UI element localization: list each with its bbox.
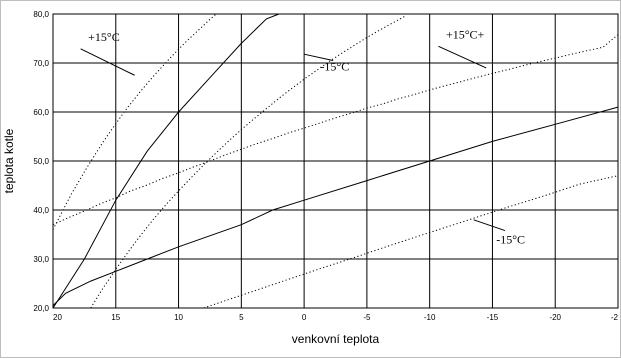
annotation-leader — [438, 45, 487, 69]
x-tick-label: 5 — [239, 313, 244, 322]
series-line-3 — [52, 34, 619, 226]
y-tick-label: 40,0 — [33, 206, 49, 215]
annotation-leader — [304, 53, 334, 62]
series-line-6 — [203, 175, 619, 309]
x-tick-label: 0 — [302, 313, 307, 322]
y-tick-label: 50,0 — [33, 157, 49, 166]
x-tick-label: -2 — [611, 313, 619, 322]
series-line-4 — [52, 13, 217, 230]
annotation-leader — [80, 48, 135, 76]
plot-area-border — [52, 13, 619, 309]
x-tick-label: -5 — [363, 313, 371, 322]
y-tick-label: 80,0 — [33, 10, 49, 19]
y-axis-label: teplota kotle — [2, 128, 16, 193]
x-tick-label: -10 — [424, 313, 436, 322]
annotation-group: +15°C -15°C +15°C+ -15°C — [80, 28, 525, 246]
x-tick-label: 20 — [53, 313, 62, 322]
x-tick-label: 15 — [111, 313, 120, 322]
annotation-label: -15°C — [320, 59, 349, 73]
annotation-label: -15°C — [496, 232, 525, 246]
y-tick-label: 20,0 — [33, 304, 49, 313]
annotation-label: +15°C+ — [446, 28, 485, 42]
series-line-2 — [52, 13, 280, 309]
tick-labels: 20 15 10 5 0 -5 -10 -15 -20 -2 20,0 30,0 40,0 50,0 60,… — [33, 10, 618, 322]
x-tick-label: 10 — [174, 313, 183, 322]
grid — [52, 13, 619, 309]
y-tick-label: 70,0 — [33, 59, 49, 68]
x-tick-label: -20 — [549, 313, 561, 322]
y-tick-label: 30,0 — [33, 255, 49, 264]
series-line-5 — [90, 15, 405, 309]
series-line-1 — [52, 106, 619, 306]
x-axis-label: venkovní teplota — [292, 332, 380, 346]
series-group — [52, 13, 619, 309]
annotation-label: +15°C — [88, 30, 120, 44]
annotation-leader — [473, 219, 506, 232]
y-tick-label: 60,0 — [33, 108, 49, 117]
x-tick-label: -15 — [487, 313, 499, 322]
